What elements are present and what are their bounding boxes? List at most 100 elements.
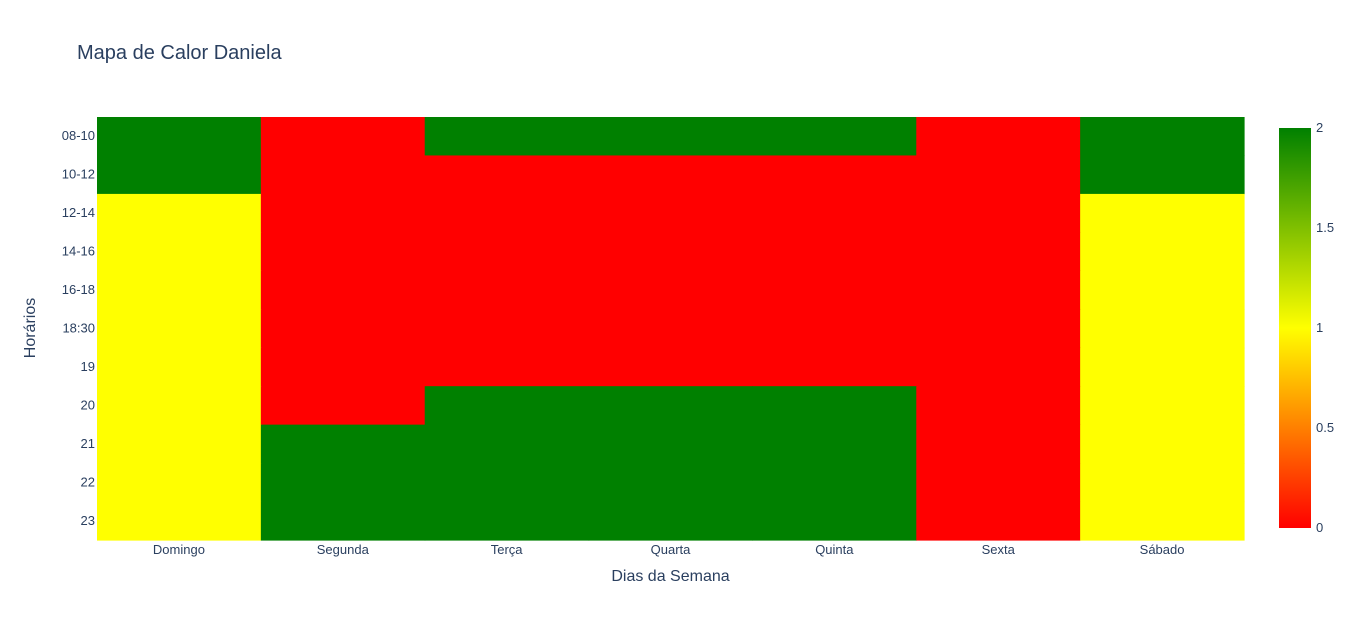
heatmap-cell [916, 347, 1081, 387]
heatmap-cell [752, 347, 917, 387]
y-tick-label: 22 [81, 474, 95, 489]
heatmap-cell [588, 117, 754, 157]
y-tick-label: 19 [81, 359, 95, 374]
heatmap-cell [752, 155, 917, 195]
heatmap-cell [752, 463, 917, 503]
y-tick-label: 08-10 [62, 128, 95, 143]
heatmap-cell [260, 463, 426, 503]
heatmap-cell [752, 424, 917, 464]
heatmap-cell [424, 309, 590, 349]
y-tick-label: 18:30 [62, 321, 95, 336]
heatmap-cell [1080, 347, 1245, 387]
y-tick-label: 21 [81, 436, 95, 451]
colorbar-ticks: 0 0.5 1 1.5 2 [1316, 120, 1334, 535]
heatmap-cell [97, 309, 262, 349]
heatmap-cell [1080, 386, 1245, 426]
x-axis-ticks: Domingo Segunda Terça Quarta Quinta Sexta Sába… [153, 542, 1185, 557]
y-tick-label: 14-16 [62, 244, 95, 259]
heatmap-cell [424, 232, 590, 272]
heatmap-cell [97, 501, 262, 541]
heatmap-cell [752, 193, 917, 233]
heatmap-cell [752, 117, 917, 157]
heatmap-cell [97, 117, 262, 157]
x-tick-label: Quarta [651, 542, 692, 557]
heatmap-cell [424, 117, 590, 157]
colorbar-tick-label: 1.5 [1316, 220, 1334, 235]
heatmap-cell [752, 309, 917, 349]
heatmap-cell [916, 155, 1081, 195]
heatmap-cell [424, 424, 590, 464]
x-tick-label: Quinta [815, 542, 854, 557]
heatmap-cell [916, 501, 1081, 541]
heatmap-cell [752, 270, 917, 310]
heatmap-cell [1080, 155, 1245, 195]
heatmap-cell [97, 270, 262, 310]
heatmap-cell [97, 193, 262, 233]
heatmap-cell [588, 232, 754, 272]
heatmap-cell [260, 309, 426, 349]
heatmap-cell [916, 193, 1081, 233]
heatmap-cell [916, 232, 1081, 272]
colorbar [1279, 128, 1311, 528]
colorbar-tick-label: 0 [1316, 520, 1323, 535]
heatmap-cell [588, 463, 754, 503]
heatmap-cell [424, 270, 590, 310]
heatmap-cell [424, 501, 590, 541]
heatmap-cell [424, 155, 590, 195]
heatmap-cell [588, 501, 754, 541]
heatmap-cell [424, 463, 590, 503]
heatmap-cell [97, 424, 262, 464]
x-tick-label: Terça [491, 542, 524, 557]
heatmap-cell [260, 155, 426, 195]
heatmap-cell [916, 463, 1081, 503]
heatmap-cell [916, 424, 1081, 464]
heatmap-cell [260, 117, 426, 157]
heatmap-cell [260, 501, 426, 541]
heatmap-cell [260, 193, 426, 233]
heatmap-cell [588, 347, 754, 387]
heatmap-cell [97, 347, 262, 387]
y-tick-label: 16-18 [62, 282, 95, 297]
heatmap-cell [1080, 117, 1245, 157]
heatmap-cell [1080, 424, 1245, 464]
x-tick-label: Segunda [317, 542, 370, 557]
y-tick-label: 20 [81, 397, 95, 412]
chart-title: Mapa de Calor Daniela [77, 42, 282, 64]
heatmap-cell [1080, 270, 1245, 310]
heatmap-cell [588, 386, 754, 426]
heatmap-cell [752, 232, 917, 272]
heatmap-cell [97, 386, 262, 426]
heatmap-cell [752, 501, 917, 541]
colorbar-tick-label: 0.5 [1316, 420, 1334, 435]
heatmap-cell [916, 117, 1081, 157]
heatmap-cell [588, 193, 754, 233]
x-axis-title: Dias da Semana [611, 568, 730, 585]
heatmap-cell [260, 347, 426, 387]
heatmap-cell [1080, 463, 1245, 503]
heatmap-cell [588, 424, 754, 464]
heatmap-cell [424, 193, 590, 233]
heatmap-cell [97, 155, 262, 195]
y-tick-label: 12-14 [62, 205, 95, 220]
heatmap-cell [916, 386, 1081, 426]
colorbar-tick-label: 1 [1316, 320, 1323, 335]
x-tick-label: Sexta [982, 542, 1016, 557]
x-tick-label: Domingo [153, 542, 205, 557]
heatmap-cell [588, 155, 754, 195]
colorbar-tick-label: 2 [1316, 120, 1323, 135]
heatmap-cell [260, 270, 426, 310]
heatmap-cell [916, 270, 1081, 310]
heatmap-cell [588, 309, 754, 349]
y-tick-label: 23 [81, 513, 95, 528]
heatmap-cell [752, 386, 917, 426]
heatmap-cell [260, 232, 426, 272]
heatmap-cell [1080, 232, 1245, 272]
heatmap-cell [588, 270, 754, 310]
heatmap-cell [424, 347, 590, 387]
heatmap-cell [1080, 501, 1245, 541]
x-tick-label: Sábado [1140, 542, 1185, 557]
heatmap-cell [1080, 193, 1245, 233]
heatmap-cells [97, 117, 1245, 541]
heatmap-cell [424, 386, 590, 426]
heatmap-cell [260, 424, 426, 464]
